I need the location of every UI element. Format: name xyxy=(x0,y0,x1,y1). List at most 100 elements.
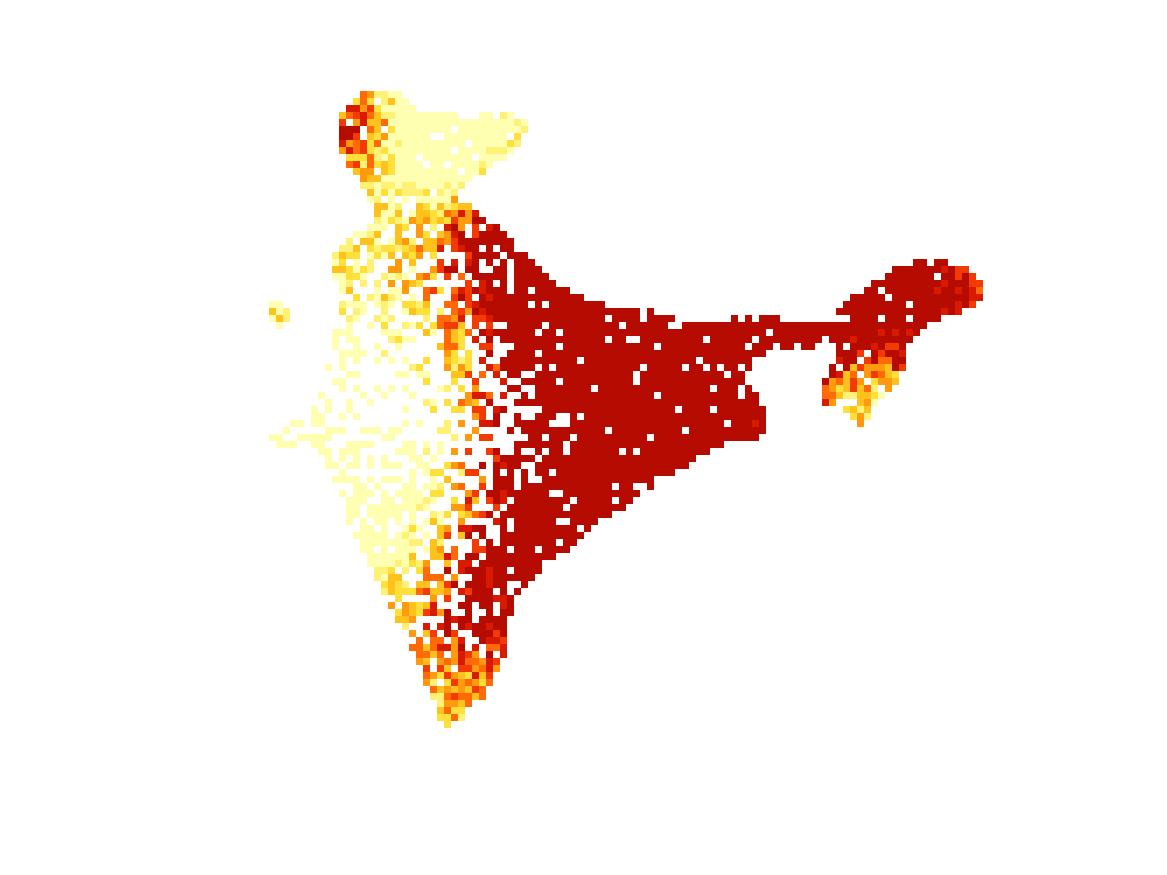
map-cell xyxy=(598,350,605,357)
map-cell xyxy=(458,665,465,672)
map-cell xyxy=(374,385,381,392)
map-cell xyxy=(507,574,514,581)
map-cell xyxy=(822,322,829,329)
map-cell xyxy=(507,252,514,259)
map-cell xyxy=(843,385,850,392)
map-cell xyxy=(388,357,395,364)
map-cell xyxy=(542,469,549,476)
map-cell xyxy=(465,217,472,224)
map-cell xyxy=(647,329,654,336)
map-cell xyxy=(633,455,640,462)
map-cell xyxy=(353,357,360,364)
map-cell xyxy=(521,497,528,504)
map-cell xyxy=(528,427,535,434)
map-cell xyxy=(661,385,668,392)
map-cell xyxy=(570,455,577,462)
map-cell xyxy=(899,364,906,371)
map-cell xyxy=(486,511,493,518)
map-cell xyxy=(591,329,598,336)
map-cell xyxy=(822,329,829,336)
map-cell xyxy=(927,301,934,308)
map-cell xyxy=(563,525,570,532)
map-cell xyxy=(808,336,815,343)
map-cell xyxy=(857,336,864,343)
map-cell xyxy=(570,350,577,357)
map-cell xyxy=(451,168,458,175)
map-cell xyxy=(717,434,724,441)
map-cell xyxy=(647,308,654,315)
map-cell xyxy=(388,245,395,252)
map-cell xyxy=(514,357,521,364)
map-cell xyxy=(696,420,703,427)
map-cell xyxy=(346,245,353,252)
map-cell xyxy=(472,245,479,252)
map-cell xyxy=(437,441,444,448)
map-cell xyxy=(619,462,626,469)
map-cell xyxy=(850,371,857,378)
map-cell xyxy=(563,322,570,329)
map-cell xyxy=(563,329,570,336)
map-cell xyxy=(633,364,640,371)
map-cell xyxy=(549,518,556,525)
map-cell xyxy=(843,336,850,343)
map-cell xyxy=(472,693,479,700)
map-cell xyxy=(605,343,612,350)
map-cell xyxy=(640,469,647,476)
map-cell xyxy=(549,392,556,399)
map-cell xyxy=(556,448,563,455)
map-cell xyxy=(367,126,374,133)
map-cell xyxy=(451,644,458,651)
map-cell xyxy=(584,322,591,329)
map-cell xyxy=(514,336,521,343)
map-cell xyxy=(920,294,927,301)
map-cell xyxy=(857,294,864,301)
map-cell xyxy=(507,294,514,301)
map-cell xyxy=(381,329,388,336)
map-cell xyxy=(913,280,920,287)
map-cell xyxy=(696,350,703,357)
map-cell xyxy=(395,217,402,224)
map-cell xyxy=(458,700,465,707)
map-cell xyxy=(437,266,444,273)
map-cell xyxy=(367,98,374,105)
map-cell xyxy=(465,693,472,700)
map-cell xyxy=(507,532,514,539)
map-cell xyxy=(717,371,724,378)
map-cell xyxy=(472,672,479,679)
map-cell xyxy=(549,413,556,420)
map-cell xyxy=(500,133,507,140)
map-cell xyxy=(409,105,416,112)
map-cell xyxy=(395,371,402,378)
map-cell xyxy=(402,406,409,413)
map-cell xyxy=(521,329,528,336)
map-cell xyxy=(647,462,654,469)
map-cell xyxy=(619,490,626,497)
map-cell xyxy=(479,133,486,140)
map-cell xyxy=(584,476,591,483)
map-cell xyxy=(458,462,465,469)
map-cell xyxy=(339,308,346,315)
map-cell xyxy=(843,378,850,385)
map-cell xyxy=(388,154,395,161)
map-cell xyxy=(360,91,367,98)
map-cell xyxy=(451,182,458,189)
map-cell xyxy=(640,441,647,448)
map-cell xyxy=(871,294,878,301)
map-cell xyxy=(346,329,353,336)
map-cell xyxy=(423,658,430,665)
map-cell xyxy=(647,336,654,343)
map-cell xyxy=(535,525,542,532)
map-cell xyxy=(941,273,948,280)
map-cell xyxy=(374,301,381,308)
map-cell xyxy=(395,245,402,252)
map-cell xyxy=(339,455,346,462)
map-cell xyxy=(563,343,570,350)
map-cell xyxy=(598,308,605,315)
map-cell xyxy=(500,532,507,539)
map-cell xyxy=(619,392,626,399)
map-cell xyxy=(521,504,528,511)
map-cell xyxy=(584,301,591,308)
map-cell xyxy=(437,126,444,133)
map-cell xyxy=(549,294,556,301)
map-cell xyxy=(465,504,472,511)
